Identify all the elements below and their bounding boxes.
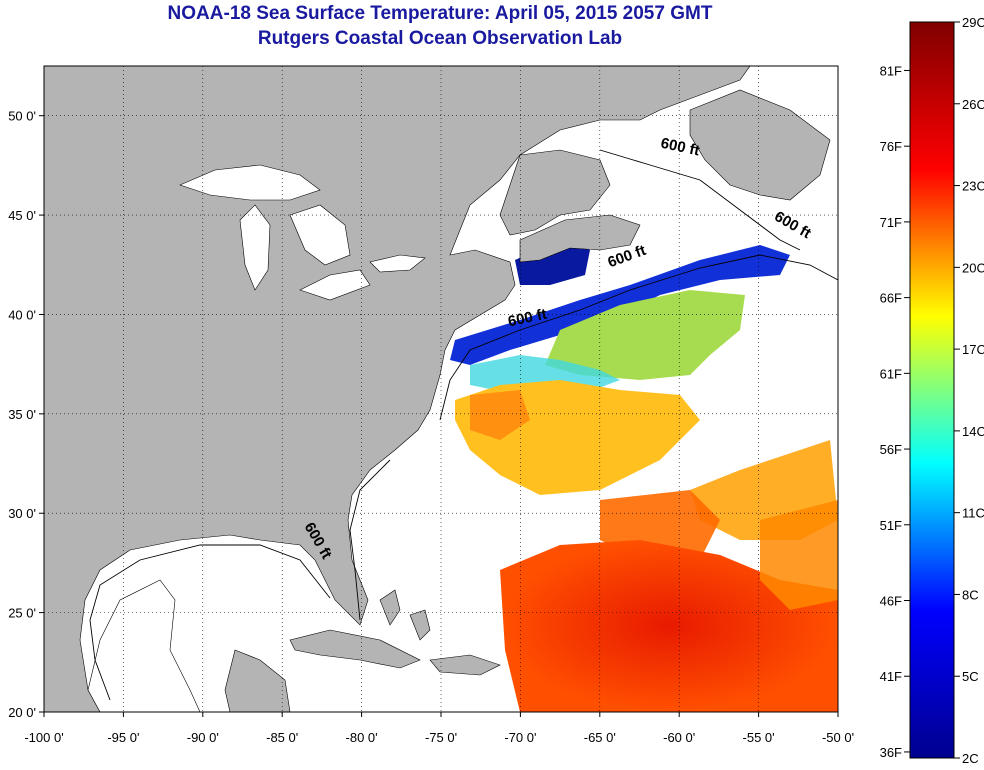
colorbar-celsius-label: 23C: [962, 179, 984, 194]
lat-tick-label: 30 0': [8, 506, 36, 521]
latitude-axis: 20 0' 25 0' 30 0' 35 0' 40 0' 45 0' 50 0': [8, 109, 44, 720]
colorbar-celsius-label: 17C: [962, 342, 984, 357]
lon-tick-label: -70 0': [504, 730, 536, 745]
colorbar-fahrenheit-label: 41F: [880, 669, 902, 684]
sst-imagery: [450, 240, 838, 712]
land: [44, 66, 831, 712]
map-content: [44, 66, 838, 712]
colorbar-celsius-label: 20C: [962, 260, 984, 275]
lat-tick-label: 35 0': [8, 407, 36, 422]
colorbar-celsius-label: 11C: [962, 506, 984, 521]
colorbar-fahrenheit-labels: 36F 41F 46F 51F 56F 61F 66F 71F 76F 81F: [880, 63, 910, 760]
lon-tick-label: -50 0': [822, 730, 854, 745]
longitude-axis: -100 0' -95 0' -90 0' -85 0' -80 0' -75 0' -70…: [24, 712, 854, 745]
colorbar-fahrenheit-label: 51F: [880, 518, 902, 533]
isobath-lines: [89, 149, 838, 701]
lat-tick-label: 25 0': [8, 606, 36, 621]
colorbar-celsius-label: 8C: [962, 587, 979, 602]
colorbar-fahrenheit-label: 36F: [880, 745, 902, 760]
colorbar-celsius-label: 29C: [962, 15, 984, 30]
colorbar: [909, 21, 955, 759]
colorbar-fahrenheit-label: 71F: [880, 215, 902, 230]
lat-tick-label: 20 0': [8, 705, 36, 720]
lon-tick-label: -80 0': [346, 730, 378, 745]
colorbar-celsius-labels: 2C 5C 8C 11C 14C 17C 20C 23C 26C 29C: [954, 15, 984, 766]
colorbar-fahrenheit-label: 56F: [880, 442, 902, 457]
lon-tick-label: -60 0': [663, 730, 695, 745]
colorbar-celsius-label: 26C: [962, 97, 984, 112]
colorbar-fahrenheit-label: 76F: [880, 139, 902, 154]
colorbar-celsius-label: 14C: [962, 424, 984, 439]
colorbar-celsius-label: 5C: [962, 669, 979, 684]
colorbar-fahrenheit-label: 61F: [880, 366, 902, 381]
colorbar-fahrenheit-label: 46F: [880, 594, 902, 609]
lon-tick-label: -100 0': [24, 730, 63, 745]
lat-tick-label: 40 0': [8, 307, 36, 322]
lon-tick-label: -75 0': [425, 730, 457, 745]
lon-tick-label: -55 0': [743, 730, 775, 745]
colorbar-fahrenheit-label: 81F: [880, 63, 902, 78]
lon-tick-label: -95 0': [107, 730, 139, 745]
colorbar-celsius-label: 2C: [962, 751, 979, 766]
map-title: NOAA-18 Sea Surface Temperature: April 0…: [167, 3, 713, 24]
lon-tick-label: -85 0': [266, 730, 298, 745]
lat-tick-label: 45 0': [8, 208, 36, 223]
map-subtitle: Rutgers Coastal Ocean Observation Lab: [257, 28, 623, 49]
lon-tick-label: -65 0': [584, 730, 616, 745]
great-lakes: [179, 164, 426, 301]
colorbar-fahrenheit-label: 66F: [880, 291, 902, 306]
lat-lon-grid: [44, 66, 838, 712]
lat-tick-label: 50 0': [8, 109, 36, 124]
lon-tick-label: -90 0': [187, 730, 219, 745]
